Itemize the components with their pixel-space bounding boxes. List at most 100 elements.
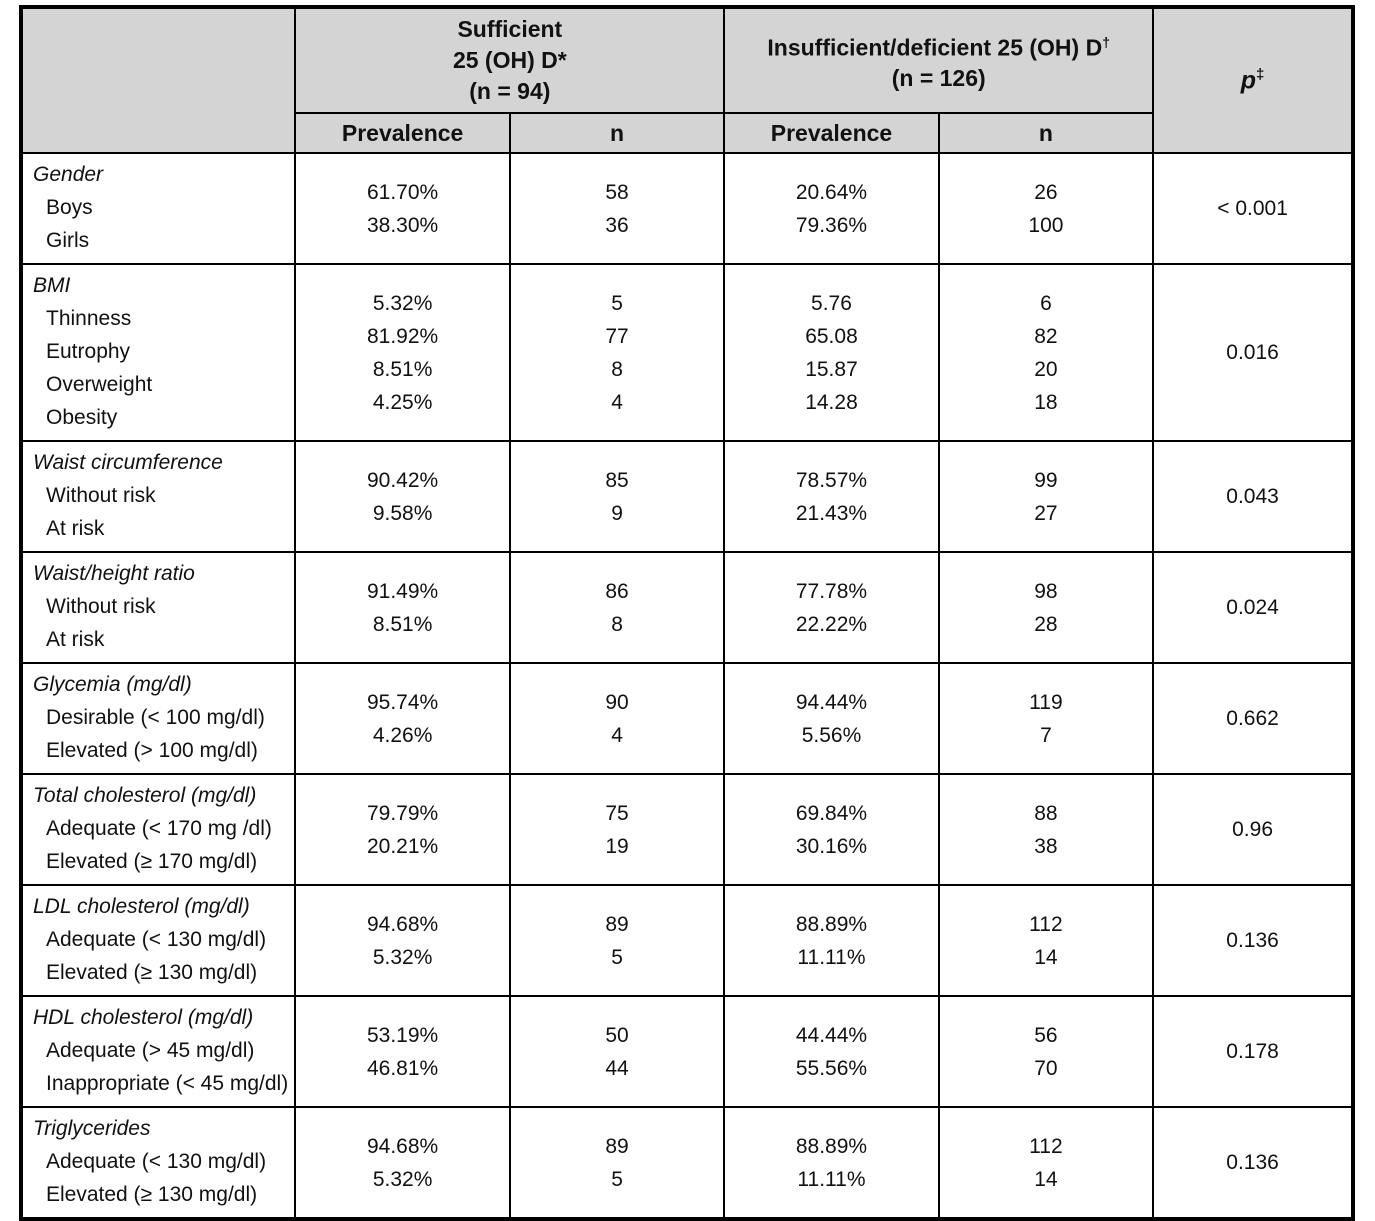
p-value-cell: 0.178: [1152, 995, 1354, 1108]
row-category-cell: Triglycerides Adequate (< 130 mg/dl) Eleva…: [19, 1106, 297, 1220]
value: 50: [605, 1023, 629, 1047]
value: 88: [1034, 801, 1058, 825]
sufficient-n-cell: 58 36: [508, 152, 726, 265]
header-sub-row: Prevalence n Prevalence n: [21, 112, 1353, 154]
insufficient-prevalence-cell: 88.89% 11.11%: [723, 1106, 940, 1220]
value: 5.32%: [372, 291, 433, 315]
p-value-cell: 0.136: [1152, 884, 1354, 997]
row-category-cell: Waist/height ratio Without risk At risk: [19, 551, 297, 664]
table-header: Sufficient 25 (OH) D* (n = 94) Insuffici…: [19, 6, 1354, 154]
value: 46.81%: [366, 1056, 439, 1080]
category-label: Gender: [33, 163, 104, 186]
category-label: Waist circumference: [33, 451, 223, 474]
category-item-label: Adequate (> 45 mg/dl): [46, 1039, 255, 1062]
value: 55.56%: [795, 1056, 868, 1080]
value: 86: [605, 579, 629, 603]
insufficient-prevalence-header: Prevalence: [723, 112, 940, 154]
value: 7: [1040, 723, 1052, 747]
sufficient-prevalence-cell: 95.74% 4.26%: [294, 662, 511, 775]
category-item-label: Boys: [46, 196, 93, 219]
sufficient-n-cell: 75 19: [508, 773, 726, 886]
value: 69.84%: [795, 801, 868, 825]
category-item-label: Desirable (< 100 mg/dl): [46, 706, 265, 729]
value: 79.79%: [366, 801, 439, 825]
insufficient-prevalence-cell: 77.78% 22.22%: [723, 551, 940, 664]
sufficient-group-header: Sufficient 25 (OH) D* (n = 94): [294, 6, 726, 114]
value: 98: [1034, 579, 1058, 603]
sufficient-prevalence-cell: 79.79% 20.21%: [294, 773, 511, 886]
value: 56: [1034, 1023, 1058, 1047]
value: 5.32%: [372, 1167, 433, 1191]
sufficient-line-1: Sufficient: [457, 16, 563, 42]
value: 30.16%: [795, 834, 868, 858]
category-label: Glycemia (mg/dl): [33, 673, 192, 696]
value: 65.08: [805, 324, 858, 348]
row-category-cell: BMI Thinness Eutrophy Overweight Obesity: [19, 263, 297, 442]
table-row: Gender Boys Girls 61.70% 38.30% 58 36 20.64% 79.…: [19, 152, 1354, 265]
insufficient-n-cell: 112 14: [937, 884, 1155, 997]
insufficient-prevalence-cell: 94.44% 5.56%: [723, 662, 940, 775]
insufficient-prevalence-cell: 20.64% 79.36%: [723, 152, 940, 265]
value: 36: [605, 213, 629, 237]
category-label: Triglycerides: [33, 1117, 151, 1140]
category-label: Total cholesterol (mg/dl): [33, 784, 257, 807]
p-value-cell: 0.662: [1152, 662, 1354, 775]
value: 5: [611, 1167, 623, 1191]
category-item-label: Adequate (< 130 mg/dl): [46, 928, 267, 951]
value: 88.89%: [795, 1134, 868, 1158]
value: 44: [605, 1056, 629, 1080]
value: 38: [1034, 834, 1058, 858]
p-column-header: p‡: [1152, 6, 1354, 154]
value: 81.92%: [366, 324, 439, 348]
corner-cell: [19, 6, 297, 154]
row-category-cell: Glycemia (mg/dl) Desirable (< 100 mg/dl) E…: [19, 662, 297, 775]
dagger-superscript: †: [1102, 33, 1111, 50]
sufficient-prevalence-header: Prevalence: [294, 112, 511, 154]
insufficient-n-cell: 112 14: [937, 1106, 1155, 1220]
vitamin-d-comparison-table: Sufficient 25 (OH) D* (n = 94) Insuffici…: [19, 5, 1355, 1221]
sufficient-prevalence-cell: 61.70% 38.30%: [294, 152, 511, 265]
value: 5.76: [811, 291, 852, 315]
value: 38.30%: [366, 213, 439, 237]
insufficient-n-header: n: [937, 112, 1155, 154]
category-item-label: At risk: [46, 517, 105, 540]
insufficient-line-2: (n = 126): [891, 65, 986, 92]
category-item-label: Thinness: [46, 307, 132, 330]
sufficient-n-cell: 85 9: [508, 440, 726, 553]
category-item-label: At risk: [46, 628, 105, 651]
table-row: Glycemia (mg/dl) Desirable (< 100 mg/dl) E…: [19, 662, 1354, 775]
insufficient-n-cell: 119 7: [937, 662, 1155, 775]
category-item-label: Adequate (< 170 mg /dl): [46, 817, 272, 840]
value: 94.68%: [366, 912, 439, 936]
value: 75: [605, 801, 629, 825]
double-dagger-superscript: ‡: [1256, 65, 1265, 83]
category-item-label: Elevated (≥ 130 mg/dl): [46, 961, 258, 984]
sufficient-prevalence-cell: 94.68% 5.32%: [294, 1106, 511, 1220]
table-row: Total cholesterol (mg/dl) Adequate (< 170…: [19, 773, 1354, 886]
category-item-label: Elevated (≥ 170 mg/dl): [46, 850, 258, 873]
sufficient-n-cell: 90 4: [508, 662, 726, 775]
sufficient-n-header: n: [508, 112, 726, 154]
insufficient-n-cell: 26 100: [937, 152, 1155, 265]
value: 19: [605, 834, 629, 858]
category-item-label: Inappropriate (< 45 mg/dl): [46, 1072, 289, 1095]
value: 70: [1034, 1056, 1058, 1080]
value: 14: [1034, 1167, 1058, 1191]
table-row: Waist circumference Without risk At risk 90…: [19, 440, 1354, 553]
sufficient-prevalence-cell: 90.42% 9.58%: [294, 440, 511, 553]
p-label: p: [1240, 66, 1257, 95]
value: 20.21%: [366, 834, 439, 858]
value: 9: [611, 501, 623, 525]
row-category-cell: Total cholesterol (mg/dl) Adequate (< 170…: [19, 773, 297, 886]
value: 85: [605, 468, 629, 492]
insufficient-n-cell: 98 28: [937, 551, 1155, 664]
category-item-label: Overweight: [46, 373, 153, 396]
value: 95.74%: [366, 690, 439, 714]
value: 28: [1034, 612, 1058, 636]
value: 99: [1034, 468, 1058, 492]
value: 112: [1029, 1134, 1063, 1158]
value: 90: [605, 690, 629, 714]
value: 90.42%: [366, 468, 439, 492]
category-item-label: Without risk: [46, 484, 156, 507]
value: 4.26%: [372, 723, 433, 747]
